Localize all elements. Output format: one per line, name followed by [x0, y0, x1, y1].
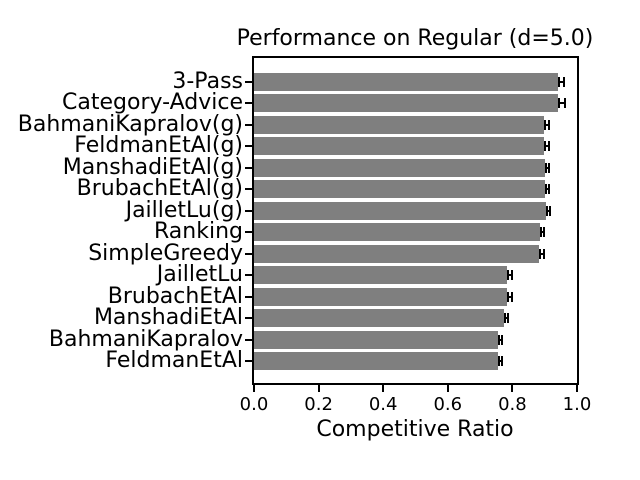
y-tick-mark [245, 123, 252, 126]
y-tick-label: 3-Pass [172, 68, 243, 94]
y-tick-mark [245, 317, 252, 319]
y-tick-mark [245, 295, 252, 298]
x-tick-mark [253, 385, 255, 392]
error-bar [539, 248, 545, 259]
y-tick-label: BrubachEtAl [107, 283, 243, 309]
error-bar [557, 76, 566, 87]
x-tick-label: 0.2 [304, 394, 333, 415]
bar [254, 72, 558, 91]
x-axis-label: Competitive Ratio [316, 417, 514, 442]
x-tick-label: 0.0 [239, 394, 269, 415]
y-tick-label: ManshadiEtAl(g) [62, 154, 243, 180]
error-bar [497, 356, 504, 366]
bar [254, 158, 545, 177]
x-tick-mark [446, 385, 449, 392]
bar [254, 266, 507, 284]
bar [254, 330, 498, 349]
y-tick-mark [245, 166, 252, 169]
y-tick-mark [245, 338, 252, 341]
x-tick-label: 0.8 [498, 394, 527, 415]
error-bar [544, 119, 550, 130]
y-tick-label: BrubachEtAl(g) [76, 176, 243, 201]
error-bar [503, 313, 510, 323]
bar [254, 352, 498, 370]
y-tick-mark [245, 80, 252, 83]
y-tick-mark [245, 102, 252, 104]
y-tick-label: BahmaniKapralov [48, 326, 243, 352]
y-tick-label: FeldmanEtAl [105, 348, 243, 373]
error-bar [507, 291, 513, 302]
y-tick-mark [245, 360, 252, 362]
y-tick-mark [245, 274, 252, 276]
y-tick-label: ManshadiEtAl [93, 305, 243, 330]
y-tick-label: BahmaniKapralov(g) [17, 111, 243, 137]
bar [254, 180, 545, 198]
plot-area [252, 56, 579, 385]
bar [254, 223, 540, 241]
x-tick-label: 1.0 [562, 394, 592, 415]
error-bar [539, 227, 545, 237]
bar [254, 115, 545, 134]
bar [254, 309, 504, 327]
y-tick-label: FeldmanEtAl(g) [74, 133, 243, 158]
x-tick-mark [511, 385, 514, 392]
y-tick-label: JailletLu(g) [125, 197, 243, 223]
x-tick-mark [317, 385, 320, 392]
y-tick-label: Ranking [154, 219, 243, 244]
chart-title: Performance on Regular (d=5.0) [236, 26, 594, 51]
bar [254, 201, 546, 220]
error-bar [506, 270, 514, 280]
x-tick-label: 0.4 [368, 394, 398, 415]
y-tick-mark [245, 145, 252, 147]
y-tick-mark [245, 209, 252, 212]
error-bar [545, 184, 551, 194]
bar [254, 137, 545, 155]
error-bar [545, 162, 551, 173]
y-tick-label: SimpleGreedy [88, 240, 243, 266]
y-tick-mark [245, 188, 252, 190]
error-bar [497, 334, 504, 345]
x-tick-label: 0.6 [433, 394, 463, 415]
y-tick-mark [245, 252, 252, 255]
x-tick-mark [382, 385, 385, 392]
x-tick-mark [576, 385, 578, 392]
bar [254, 94, 559, 112]
error-bar [544, 141, 550, 151]
y-tick-mark [245, 231, 252, 233]
bar [254, 287, 508, 306]
y-tick-label: Category-Advice [62, 90, 243, 115]
y-tick-label: JailletLu [156, 262, 243, 287]
error-bar [545, 205, 551, 216]
bar [254, 244, 540, 263]
error-bar [558, 98, 567, 108]
